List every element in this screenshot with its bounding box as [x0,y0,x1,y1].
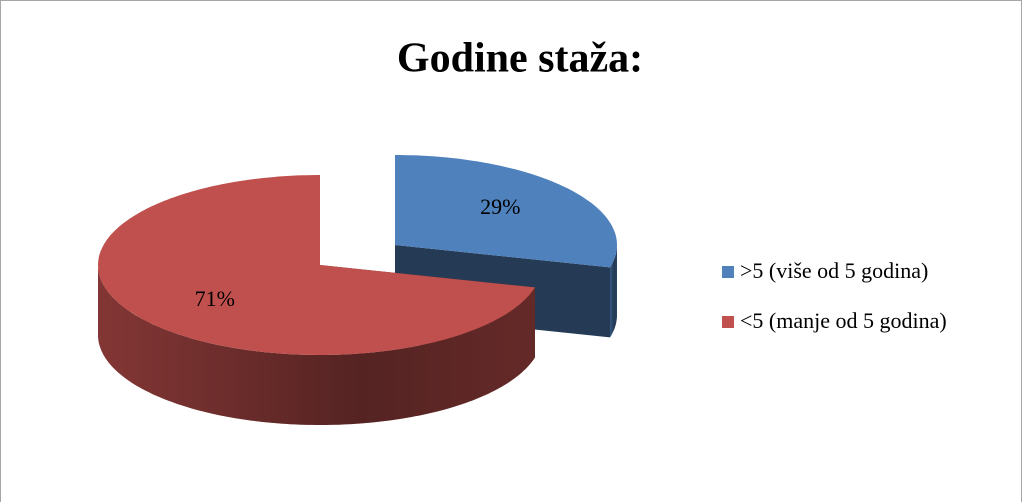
slice [395,155,617,268]
data-label: 29% [480,194,520,219]
data-label: 71% [195,286,235,311]
slice-wall-shade [98,265,535,425]
slice [98,175,535,355]
legend-label: <5 (manje od 5 godina) [740,308,947,333]
legend-swatch [722,266,734,278]
legend-swatch [722,316,734,328]
chart-title: Godine staža: [397,36,643,82]
legend-label: >5 (više od 5 godina) [740,258,928,283]
slice-wall-shade [610,245,617,338]
